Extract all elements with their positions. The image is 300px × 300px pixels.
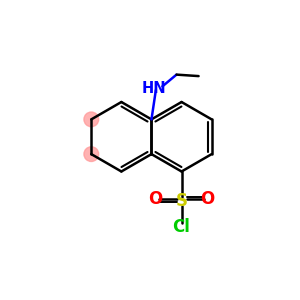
Text: O: O [148, 190, 163, 208]
Text: S: S [176, 192, 188, 210]
Circle shape [84, 147, 99, 161]
Text: HN: HN [142, 81, 167, 96]
Text: O: O [200, 190, 214, 208]
Circle shape [84, 112, 99, 127]
Text: Cl: Cl [172, 218, 190, 236]
